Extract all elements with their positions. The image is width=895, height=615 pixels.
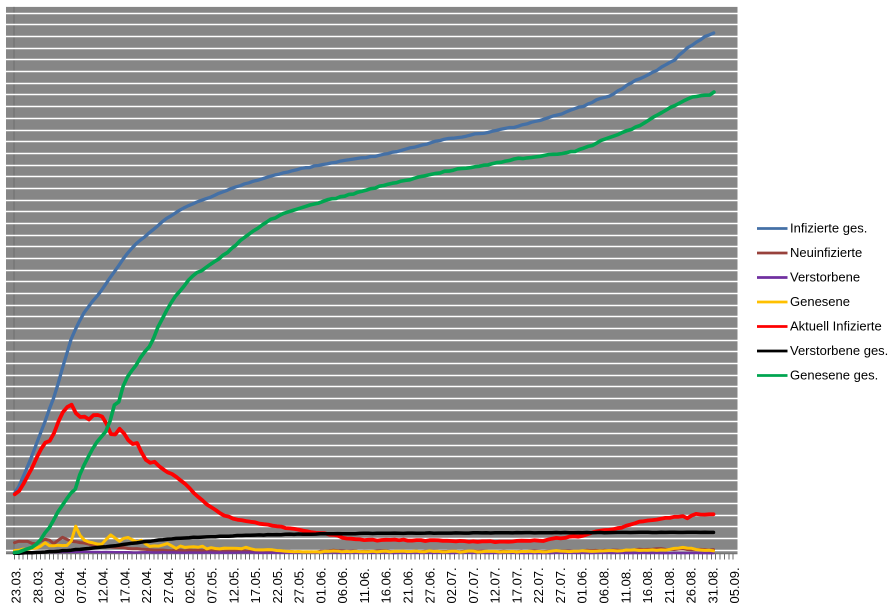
svg-text:28.03.: 28.03. <box>30 567 45 603</box>
svg-text:27.06.: 27.06. <box>422 567 437 603</box>
svg-text:Genesene ges.: Genesene ges. <box>790 368 878 383</box>
svg-text:21.06.: 21.06. <box>401 567 416 603</box>
svg-text:12.05.: 12.05. <box>226 567 241 603</box>
svg-text:22.07.: 22.07. <box>531 567 546 603</box>
svg-text:27.07.: 27.07. <box>553 567 568 603</box>
svg-text:22.05.: 22.05. <box>270 567 285 603</box>
svg-text:02.07.: 02.07. <box>444 567 459 603</box>
svg-text:31.08.: 31.08. <box>705 567 720 603</box>
svg-text:16.06.: 16.06. <box>379 567 394 603</box>
svg-text:11.06.: 11.06. <box>357 568 372 603</box>
svg-text:Genesene: Genesene <box>790 294 850 309</box>
svg-text:17.05.: 17.05. <box>248 567 263 603</box>
svg-text:11.08.: 11.08. <box>618 568 633 603</box>
svg-text:16.08.: 16.08. <box>640 567 655 603</box>
svg-text:01.06.: 01.06. <box>575 567 590 603</box>
svg-text:17.07.: 17.07. <box>509 567 524 603</box>
svg-text:12.04.: 12.04. <box>96 567 111 603</box>
svg-text:27.04.: 27.04. <box>161 567 176 603</box>
svg-text:Neuinfizierte: Neuinfizierte <box>790 245 862 260</box>
svg-text:07.07.: 07.07. <box>466 567 481 603</box>
svg-text:27.05.: 27.05. <box>292 567 307 603</box>
svg-text:12.07.: 12.07. <box>488 567 503 603</box>
svg-text:Verstorbene: Verstorbene <box>790 270 860 285</box>
svg-text:23.03.: 23.03. <box>9 567 24 603</box>
svg-text:01.06.: 01.06. <box>313 567 328 603</box>
svg-text:Verstorbene ges.: Verstorbene ges. <box>790 343 888 358</box>
svg-text:05.09.: 05.09. <box>727 567 742 603</box>
svg-text:02.04.: 02.04. <box>52 567 67 603</box>
svg-text:Aktuell Infizierte: Aktuell Infizierte <box>790 319 882 334</box>
svg-text:07.04.: 07.04. <box>74 567 89 603</box>
svg-text:17.04.: 17.04. <box>117 567 132 603</box>
svg-text:Infizierte ges.: Infizierte ges. <box>790 221 867 236</box>
svg-text:06.06.: 06.06. <box>335 567 350 603</box>
svg-text:07.05.: 07.05. <box>205 567 220 603</box>
svg-text:21.08.: 21.08. <box>662 567 677 603</box>
svg-text:06.08.: 06.08. <box>597 567 612 603</box>
svg-text:22.04.: 22.04. <box>139 567 154 603</box>
svg-text:02.05.: 02.05. <box>183 567 198 603</box>
svg-text:26.08.: 26.08. <box>684 567 699 603</box>
